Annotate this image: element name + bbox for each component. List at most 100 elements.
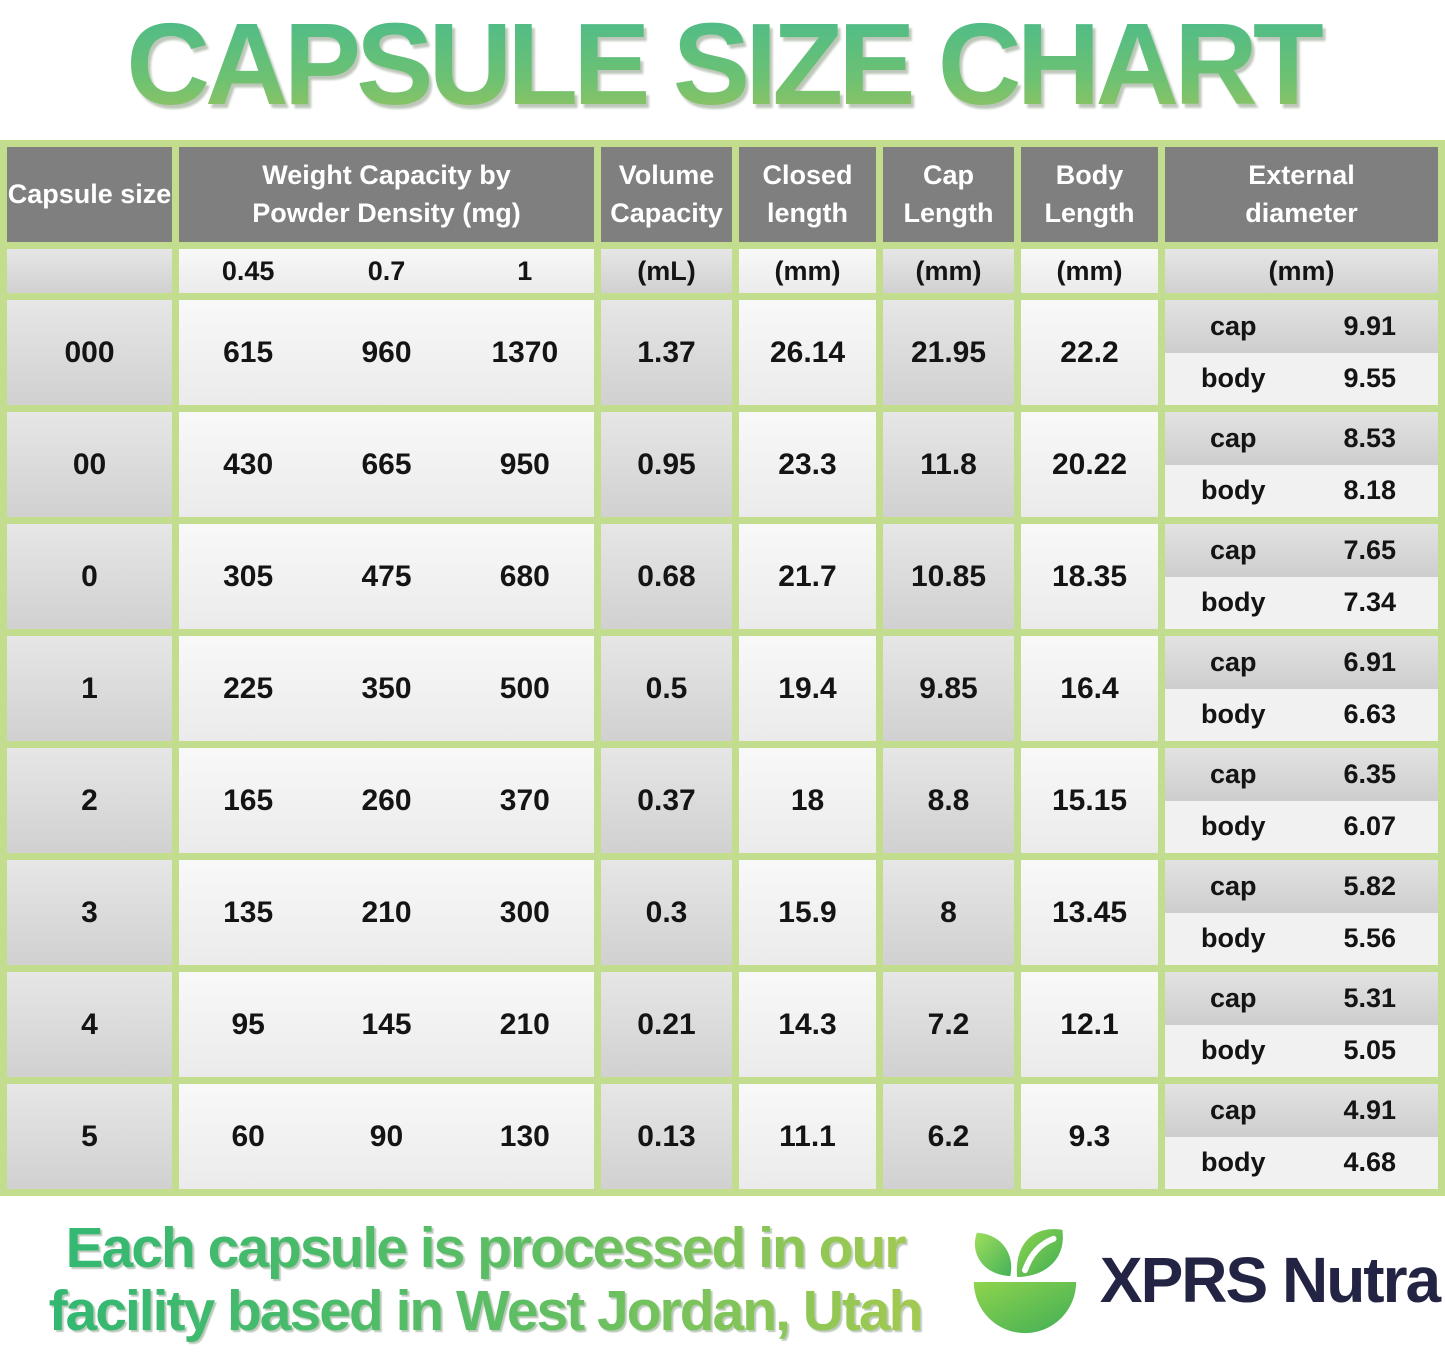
ext-cap-label: cap <box>1209 534 1257 565</box>
footer: Each capsule is processed in our facilit… <box>0 1196 1445 1363</box>
brand-name: XPRS Nutra <box>1099 1243 1441 1316</box>
cap-length-cell: 8 <box>883 860 1014 965</box>
cap-length-cell: 9.85 <box>883 636 1014 741</box>
volume-cell: 1.37 <box>601 300 732 405</box>
capsule-size-cell: 4 <box>7 972 172 1077</box>
density-045: 0.45 <box>221 255 275 286</box>
table-row-000: 000 615 960 1370 1.37 26.14 21.95 22.2 c… <box>7 300 1438 405</box>
closed-length-cell: 26.14 <box>739 300 876 405</box>
ext-cap-value: 8.53 <box>1343 422 1397 453</box>
unit-cap: (mm) <box>883 249 1014 293</box>
weight-07: 350 <box>361 671 412 705</box>
ext-cap-label: cap <box>1209 758 1257 789</box>
ext-body-value: 9.55 <box>1343 363 1397 394</box>
weight-045: 165 <box>223 783 274 817</box>
weight-cell: 305 475 680 <box>179 524 594 629</box>
body-length-cell: 22.2 <box>1021 300 1158 405</box>
capsule-size-cell: 1 <box>7 636 172 741</box>
ext-body-value: 5.56 <box>1343 923 1397 954</box>
external-diameter-cell: cap 5.31 body 5.05 <box>1165 972 1438 1077</box>
col-header-capsule-size: Capsule size <box>7 147 172 242</box>
body-length-cell: 9.3 <box>1021 1084 1158 1189</box>
body-length-cell: 16.4 <box>1021 636 1158 741</box>
closed-length-cell: 23.3 <box>739 412 876 517</box>
ext-body-value: 7.34 <box>1343 587 1397 618</box>
external-diameter-cell: cap 4.91 body 4.68 <box>1165 1084 1438 1189</box>
cap-length-cell: 6.2 <box>883 1084 1014 1189</box>
ext-body-label: body <box>1201 363 1266 394</box>
ext-cap-value: 6.35 <box>1343 758 1397 789</box>
capsule-size-cell: 000 <box>7 300 172 405</box>
ext-cap-label: cap <box>1209 982 1257 1013</box>
weight-045: 305 <box>223 559 274 593</box>
tagline-line-2: facility based in West Jordan, Utah <box>48 1278 922 1343</box>
weight-07: 210 <box>361 895 412 929</box>
weight-045: 225 <box>223 671 274 705</box>
ext-body-value: 4.68 <box>1343 1147 1397 1178</box>
body-length-cell: 13.45 <box>1021 860 1158 965</box>
weight-07: 960 <box>361 335 412 369</box>
brand-logo: XPRS Nutra <box>960 1221 1445 1339</box>
col-header-external-diameter: External diameter <box>1165 147 1438 242</box>
capsule-size-cell: 2 <box>7 748 172 853</box>
weight-cell: 165 260 370 <box>179 748 594 853</box>
ext-body-label: body <box>1201 475 1266 506</box>
table-row-00: 00 430 665 950 0.95 23.3 11.8 20.22 cap 8… <box>7 412 1438 517</box>
ext-body-label: body <box>1201 699 1266 730</box>
weight-cell: 95 145 210 <box>179 972 594 1077</box>
ext-body-value: 6.07 <box>1343 811 1397 842</box>
weight-1: 1370 <box>491 335 559 369</box>
weight-045: 615 <box>223 335 274 369</box>
closed-length-cell: 14.3 <box>739 972 876 1077</box>
unit-densities: 0.45 0.7 1 <box>179 249 594 293</box>
ext-cap-label: cap <box>1209 646 1257 677</box>
weight-cell: 615 960 1370 <box>179 300 594 405</box>
volume-cell: 0.68 <box>601 524 732 629</box>
ext-cap-label: cap <box>1209 310 1257 341</box>
ext-body-value: 8.18 <box>1343 475 1397 506</box>
col-header-weight-capacity: Weight Capacity by Powder Density (mg) <box>179 147 594 242</box>
ext-body-value: 6.63 <box>1343 699 1397 730</box>
ext-body-label: body <box>1201 587 1266 618</box>
ext-cap-value: 6.91 <box>1343 646 1397 677</box>
table-row-0: 0 305 475 680 0.68 21.7 10.85 18.35 cap 7… <box>7 524 1438 629</box>
ext-cap-value: 7.65 <box>1343 534 1397 565</box>
weight-cell: 135 210 300 <box>179 860 594 965</box>
ext-cap-value: 4.91 <box>1343 1094 1397 1125</box>
weight-1: 950 <box>499 447 550 481</box>
volume-cell: 0.13 <box>601 1084 732 1189</box>
body-length-cell: 20.22 <box>1021 412 1158 517</box>
closed-length-cell: 11.1 <box>739 1084 876 1189</box>
weight-1: 370 <box>499 783 550 817</box>
capsule-size-cell: 00 <box>7 412 172 517</box>
volume-cell: 0.3 <box>601 860 732 965</box>
volume-cell: 0.5 <box>601 636 732 741</box>
external-diameter-cell: cap 9.91 body 9.55 <box>1165 300 1438 405</box>
weight-07: 90 <box>369 1119 404 1153</box>
unit-closed: (mm) <box>739 249 876 293</box>
table-row-3: 3 135 210 300 0.3 15.9 8 13.45 cap 5.82 b… <box>7 860 1438 965</box>
closed-length-cell: 21.7 <box>739 524 876 629</box>
body-length-cell: 15.15 <box>1021 748 1158 853</box>
table-row-4: 4 95 145 210 0.21 14.3 7.2 12.1 cap 5.31 … <box>7 972 1438 1077</box>
external-diameter-cell: cap 7.65 body 7.34 <box>1165 524 1438 629</box>
weight-cell: 430 665 950 <box>179 412 594 517</box>
ext-cap-label: cap <box>1209 1094 1257 1125</box>
ext-cap-value: 5.31 <box>1343 982 1397 1013</box>
cap-length-cell: 10.85 <box>883 524 1014 629</box>
body-length-cell: 12.1 <box>1021 972 1158 1077</box>
external-diameter-cell: cap 8.53 body 8.18 <box>1165 412 1438 517</box>
ext-body-label: body <box>1201 1035 1266 1066</box>
density-07: 0.7 <box>367 255 406 286</box>
weight-07: 260 <box>361 783 412 817</box>
ext-body-label: body <box>1201 811 1266 842</box>
ext-cap-value: 5.82 <box>1343 870 1397 901</box>
cap-length-cell: 21.95 <box>883 300 1014 405</box>
unit-body: (mm) <box>1021 249 1158 293</box>
weight-07: 665 <box>361 447 412 481</box>
body-length-cell: 18.35 <box>1021 524 1158 629</box>
header-row: Capsule size Weight Capacity by Powder D… <box>7 147 1438 242</box>
unit-volume: (mL) <box>601 249 732 293</box>
external-diameter-cell: cap 5.82 body 5.56 <box>1165 860 1438 965</box>
